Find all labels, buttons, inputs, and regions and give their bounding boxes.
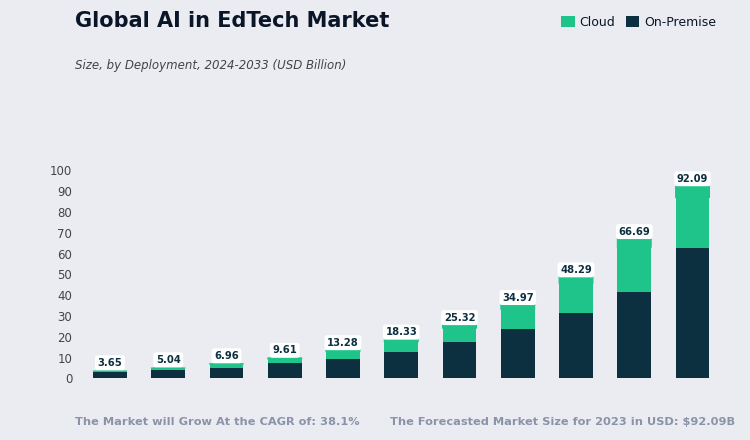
Text: 6.96: 6.96 xyxy=(214,351,238,361)
FancyBboxPatch shape xyxy=(500,301,536,310)
FancyBboxPatch shape xyxy=(326,349,361,352)
Text: Global AI in EdTech Market: Global AI in EdTech Market xyxy=(75,11,389,31)
FancyBboxPatch shape xyxy=(616,231,652,248)
Bar xyxy=(442,326,476,341)
Text: 3.65: 3.65 xyxy=(98,358,122,368)
Bar xyxy=(442,341,476,378)
Bar xyxy=(501,329,535,378)
Text: 9.61: 9.61 xyxy=(272,345,297,355)
Text: 25.32: 25.32 xyxy=(444,312,476,323)
Text: 48.29: 48.29 xyxy=(560,265,592,275)
Text: Size, by Deployment, 2024-2033 (USD Billion): Size, by Deployment, 2024-2033 (USD Bill… xyxy=(75,59,346,73)
FancyBboxPatch shape xyxy=(92,370,128,371)
Bar xyxy=(209,364,243,367)
Bar xyxy=(152,368,185,370)
Legend: Cloud, On-Premise: Cloud, On-Premise xyxy=(556,11,722,33)
Bar xyxy=(268,363,302,378)
Bar xyxy=(676,187,710,248)
Text: 5.04: 5.04 xyxy=(156,355,181,365)
Bar xyxy=(326,351,360,359)
FancyBboxPatch shape xyxy=(151,367,186,369)
FancyBboxPatch shape xyxy=(675,175,710,198)
Bar xyxy=(676,248,710,378)
Text: 13.28: 13.28 xyxy=(327,337,358,348)
FancyBboxPatch shape xyxy=(384,338,418,343)
Bar xyxy=(209,367,243,378)
Text: 66.69: 66.69 xyxy=(619,227,650,237)
Text: The Forecasted Market Size for 2023 in USD: $92.09B: The Forecasted Market Size for 2023 in U… xyxy=(390,417,735,427)
Bar xyxy=(384,352,418,378)
FancyBboxPatch shape xyxy=(209,363,244,365)
Bar xyxy=(617,240,651,293)
Bar xyxy=(268,359,302,363)
FancyBboxPatch shape xyxy=(267,357,302,359)
FancyBboxPatch shape xyxy=(442,323,477,329)
Text: 34.97: 34.97 xyxy=(502,293,533,303)
Text: 18.33: 18.33 xyxy=(386,327,417,337)
Bar xyxy=(152,370,185,378)
Bar xyxy=(501,306,535,329)
Bar xyxy=(560,278,593,313)
FancyBboxPatch shape xyxy=(559,272,593,284)
Bar xyxy=(93,373,127,378)
Bar xyxy=(326,359,360,378)
Bar xyxy=(93,371,127,373)
Bar xyxy=(560,313,593,378)
Bar xyxy=(384,340,418,352)
Bar xyxy=(617,293,651,378)
Text: The Market will Grow At the CAGR of: 38.1%: The Market will Grow At the CAGR of: 38.… xyxy=(75,417,360,427)
Text: 92.09: 92.09 xyxy=(676,174,708,184)
